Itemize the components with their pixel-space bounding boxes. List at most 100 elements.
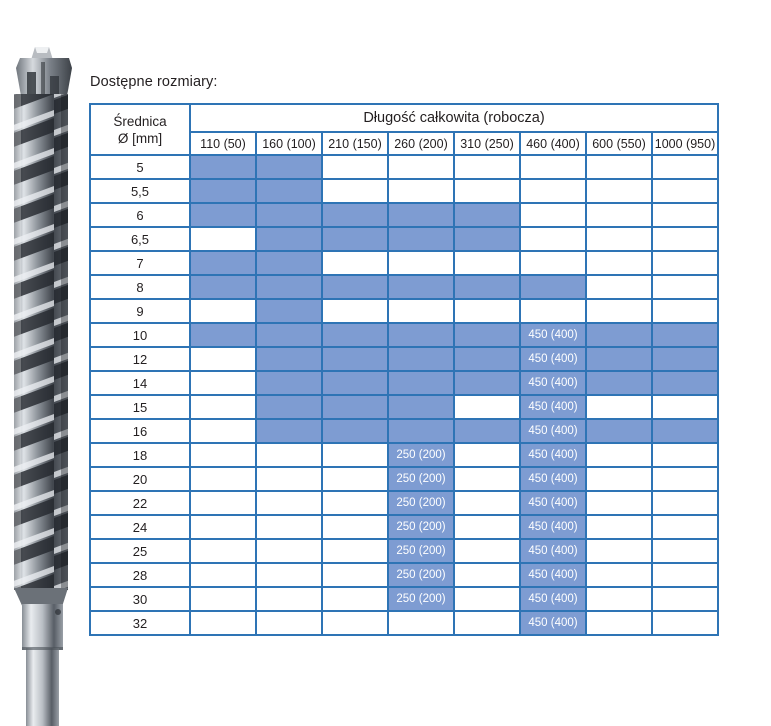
empty-cell	[585, 178, 653, 204]
empty-cell	[651, 466, 719, 492]
available-cell	[585, 370, 653, 396]
empty-cell	[585, 466, 653, 492]
table-row: 6	[89, 202, 719, 228]
empty-cell	[189, 538, 257, 564]
available-cell-with-length: 450 (400)	[519, 418, 587, 444]
available-cell-with-length: 250 (200)	[387, 586, 455, 612]
table-row: 22 250 (200) 450 (400)	[89, 490, 719, 516]
diameter-label: 9	[89, 298, 191, 324]
diameter-label: 6	[89, 202, 191, 228]
diameter-label: 6,5	[89, 226, 191, 252]
available-cell	[585, 418, 653, 444]
empty-cell	[189, 418, 257, 444]
empty-cell	[453, 562, 521, 588]
column-header-3: 260 (200)	[387, 131, 455, 156]
diameter-label: 28	[89, 562, 191, 588]
table-row: 30 250 (200) 450 (400)	[89, 586, 719, 612]
table-row: 5,5	[89, 178, 719, 204]
available-cell-with-length: 250 (200)	[387, 514, 455, 540]
available-cell-with-length: 450 (400)	[519, 322, 587, 348]
diameter-label: 32	[89, 610, 191, 636]
empty-cell	[519, 250, 587, 276]
available-cell	[453, 322, 521, 348]
available-cell	[453, 202, 521, 228]
empty-cell	[321, 538, 389, 564]
empty-cell	[189, 394, 257, 420]
column-header-0: 110 (50)	[189, 131, 257, 156]
empty-cell	[651, 442, 719, 468]
available-cell	[255, 226, 323, 252]
available-cell-with-length: 250 (200)	[387, 442, 455, 468]
available-cell	[387, 370, 455, 396]
available-cell	[321, 322, 389, 348]
empty-cell	[453, 466, 521, 492]
empty-cell	[453, 490, 521, 516]
available-cell	[189, 178, 257, 204]
empty-cell	[321, 250, 389, 276]
table-row: 20 250 (200) 450 (400)	[89, 466, 719, 492]
available-cell	[321, 202, 389, 228]
empty-cell	[255, 490, 323, 516]
table-row: 16 450 (400)	[89, 418, 719, 444]
empty-cell	[387, 154, 455, 180]
diameter-label: 5	[89, 154, 191, 180]
empty-cell	[519, 202, 587, 228]
table-row: 6,5	[89, 226, 719, 252]
empty-cell	[321, 178, 389, 204]
empty-cell	[321, 154, 389, 180]
available-cell	[651, 346, 719, 372]
empty-cell	[585, 490, 653, 516]
empty-cell	[387, 610, 455, 636]
empty-cell	[321, 610, 389, 636]
table-row: 32 450 (400)	[89, 610, 719, 636]
empty-cell	[585, 538, 653, 564]
available-cell	[189, 322, 257, 348]
empty-cell	[651, 490, 719, 516]
available-cell	[255, 298, 323, 324]
available-sizes-caption: Dostępne rozmiary:	[90, 74, 218, 90]
empty-cell	[189, 346, 257, 372]
empty-cell	[453, 178, 521, 204]
empty-cell	[321, 514, 389, 540]
header-row-top: Średnica Ø [mm] Długość całkowita (roboc…	[89, 103, 719, 156]
diameter-header-line1: Średnica	[113, 113, 167, 129]
available-cell	[651, 370, 719, 396]
available-cell	[255, 274, 323, 300]
available-cell	[585, 346, 653, 372]
empty-cell	[651, 562, 719, 588]
empty-cell	[255, 538, 323, 564]
empty-cell	[585, 442, 653, 468]
available-cell	[453, 370, 521, 396]
available-cell	[255, 250, 323, 276]
empty-cell	[189, 370, 257, 396]
table-row: 25 250 (200) 450 (400)	[89, 538, 719, 564]
available-cell-with-length: 450 (400)	[519, 370, 587, 396]
empty-cell	[453, 586, 521, 612]
diameter-label: 14	[89, 370, 191, 396]
empty-cell	[255, 586, 323, 612]
available-cell	[519, 274, 587, 300]
empty-cell	[585, 202, 653, 228]
empty-cell	[255, 610, 323, 636]
available-cell-with-length: 450 (400)	[519, 586, 587, 612]
column-header-4: 310 (250)	[453, 131, 521, 156]
empty-cell	[321, 466, 389, 492]
table-row: 10 450 (400)	[89, 322, 719, 348]
empty-cell	[651, 514, 719, 540]
empty-cell	[255, 442, 323, 468]
table-row: 8	[89, 274, 719, 300]
empty-cell	[651, 298, 719, 324]
column-labels-row: 110 (50) 160 (100) 210 (150) 260 (200) 310 (…	[90, 131, 719, 156]
diameter-header-line2: Ø [mm]	[117, 130, 163, 146]
diameter-label: 5,5	[89, 178, 191, 204]
diameter-label: 30	[89, 586, 191, 612]
available-cell	[387, 322, 455, 348]
empty-cell	[651, 178, 719, 204]
available-cell	[453, 418, 521, 444]
empty-cell	[321, 586, 389, 612]
diameter-label: 25	[89, 538, 191, 564]
empty-cell	[255, 466, 323, 492]
available-cell-with-length: 450 (400)	[519, 610, 587, 636]
available-cell	[651, 418, 719, 444]
available-cell-with-length: 250 (200)	[387, 538, 455, 564]
